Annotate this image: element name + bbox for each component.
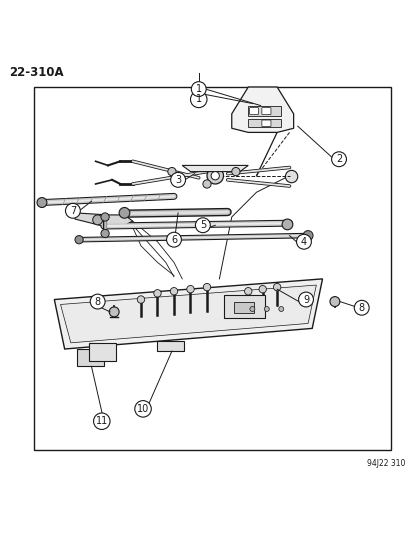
Circle shape: [231, 167, 240, 176]
Text: 6: 6: [171, 235, 177, 245]
Circle shape: [249, 306, 254, 311]
Circle shape: [296, 235, 311, 249]
Text: 11: 11: [95, 416, 108, 426]
Circle shape: [93, 413, 110, 430]
Circle shape: [135, 401, 151, 417]
Text: 1: 1: [195, 84, 201, 94]
Circle shape: [203, 284, 210, 291]
Text: 2: 2: [335, 154, 341, 164]
Circle shape: [195, 218, 210, 233]
Circle shape: [206, 167, 223, 184]
Circle shape: [90, 294, 105, 309]
Circle shape: [278, 306, 283, 311]
Circle shape: [167, 167, 176, 176]
Circle shape: [109, 307, 119, 317]
Circle shape: [273, 284, 280, 291]
Circle shape: [153, 289, 161, 297]
Bar: [33, 87, 390, 450]
Circle shape: [285, 171, 297, 183]
Text: 10: 10: [137, 404, 149, 414]
Circle shape: [101, 213, 109, 221]
Text: 7: 7: [70, 206, 76, 216]
Text: 22-310A: 22-310A: [9, 67, 64, 79]
FancyBboxPatch shape: [89, 343, 116, 361]
Circle shape: [211, 172, 219, 180]
Circle shape: [119, 207, 130, 218]
FancyBboxPatch shape: [233, 302, 254, 313]
Text: 5: 5: [199, 220, 206, 230]
Circle shape: [101, 229, 109, 238]
FancyBboxPatch shape: [261, 120, 270, 127]
Text: 1: 1: [195, 94, 201, 104]
Circle shape: [166, 232, 181, 247]
Polygon shape: [75, 213, 133, 227]
Circle shape: [329, 297, 339, 306]
Polygon shape: [182, 165, 248, 172]
Circle shape: [302, 231, 312, 240]
Text: 8: 8: [94, 296, 100, 306]
Circle shape: [354, 300, 368, 315]
Circle shape: [170, 172, 185, 187]
Circle shape: [298, 292, 313, 307]
FancyBboxPatch shape: [249, 108, 258, 115]
Circle shape: [191, 82, 206, 96]
FancyBboxPatch shape: [261, 108, 270, 115]
FancyBboxPatch shape: [157, 341, 184, 351]
Polygon shape: [60, 285, 316, 343]
Circle shape: [264, 306, 268, 311]
FancyBboxPatch shape: [77, 349, 104, 366]
Circle shape: [186, 286, 194, 293]
Circle shape: [65, 204, 80, 218]
Circle shape: [190, 91, 206, 108]
Circle shape: [281, 219, 292, 230]
Text: 3: 3: [175, 175, 181, 185]
Circle shape: [93, 215, 102, 225]
Polygon shape: [231, 87, 293, 132]
Circle shape: [137, 296, 145, 303]
Circle shape: [244, 287, 252, 295]
Circle shape: [259, 286, 266, 293]
Circle shape: [75, 236, 83, 244]
Circle shape: [202, 180, 211, 188]
FancyBboxPatch shape: [248, 106, 280, 116]
Text: 8: 8: [358, 303, 364, 313]
Text: 4: 4: [300, 237, 306, 247]
FancyBboxPatch shape: [223, 295, 264, 318]
Circle shape: [37, 198, 47, 207]
Polygon shape: [54, 279, 322, 349]
FancyBboxPatch shape: [248, 119, 280, 127]
Circle shape: [331, 152, 346, 167]
Text: 9: 9: [302, 295, 309, 304]
Text: 94J22 310: 94J22 310: [366, 459, 404, 468]
Circle shape: [170, 287, 177, 295]
